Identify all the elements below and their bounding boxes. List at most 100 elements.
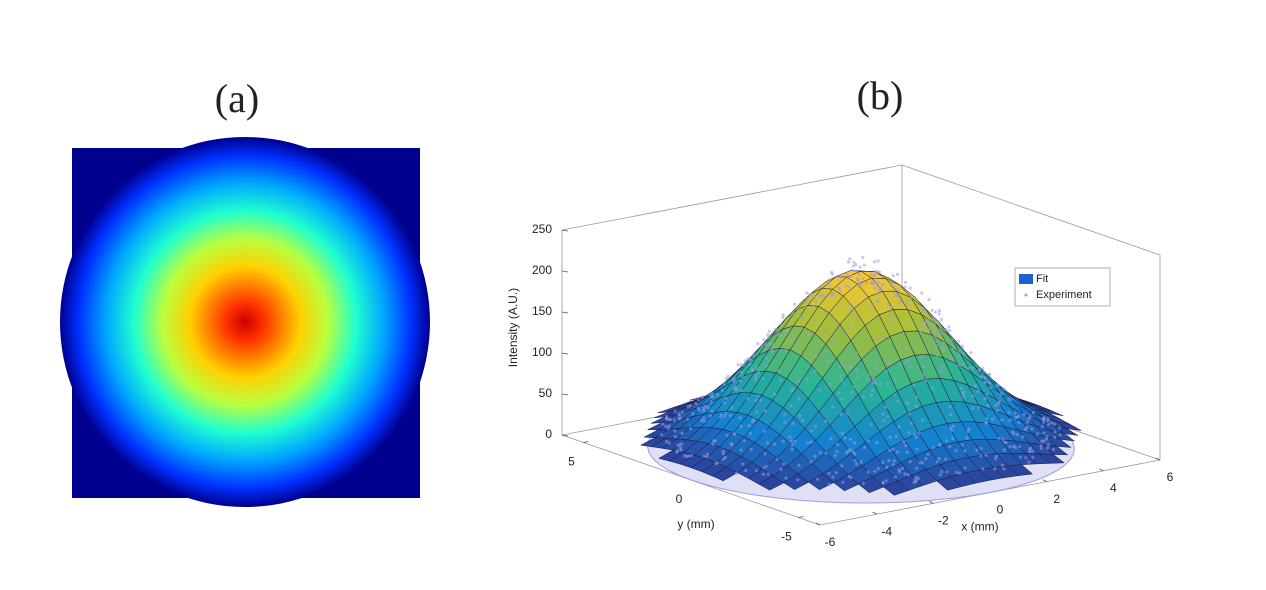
- experiment-point: [845, 272, 849, 276]
- experiment-point: [840, 464, 844, 468]
- experiment-point: [1000, 418, 1004, 422]
- experiment-point: [905, 450, 909, 454]
- experiment-point: [907, 412, 911, 416]
- experiment-point: [814, 354, 818, 358]
- experiment-point: [762, 465, 766, 470]
- experiment-point: [673, 435, 678, 439]
- experiment-point: [854, 263, 858, 267]
- experiment-point: [734, 471, 739, 475]
- experiment-point: [761, 472, 765, 476]
- experiment-point: [899, 299, 903, 303]
- experiment-point: [853, 459, 857, 463]
- experiment-point: [675, 450, 679, 454]
- experiment-point: [835, 450, 839, 454]
- experiment-point: [755, 410, 759, 414]
- experiment-point: [767, 336, 771, 340]
- experiment-point: [741, 462, 745, 466]
- experiment-point: [887, 458, 891, 463]
- experiment-point: [676, 443, 680, 448]
- experiment-point: [764, 342, 768, 346]
- experiment-point: [781, 439, 785, 443]
- experiment-point: [897, 468, 901, 472]
- experiment-point: [940, 365, 945, 369]
- experiment-point: [889, 305, 893, 309]
- experiment-point: [805, 291, 809, 295]
- experiment-point: [806, 441, 810, 445]
- experiment-point: [983, 380, 987, 385]
- experiment-point: [970, 406, 975, 410]
- experiment-point: [821, 294, 826, 298]
- experiment-point: [770, 342, 775, 346]
- experiment-point: [811, 304, 815, 308]
- experiment-point: [1024, 456, 1028, 460]
- experiment-point: [939, 331, 943, 335]
- experiment-point: [885, 381, 889, 386]
- experiment-point: [908, 286, 912, 290]
- experiment-point: [762, 429, 767, 433]
- experiment-point: [742, 363, 746, 367]
- experiment-point: [1027, 460, 1031, 464]
- experiment-point: [726, 374, 730, 378]
- experiment-point: [677, 416, 681, 421]
- experiment-point: [763, 452, 767, 456]
- experiment-point: [995, 383, 999, 387]
- experiment-point: [664, 414, 669, 419]
- experiment-point: [846, 322, 850, 326]
- experiment-point: [884, 479, 888, 483]
- experiment-point: [947, 325, 951, 329]
- experiment-point: [783, 412, 787, 416]
- experiment-point: [813, 424, 818, 428]
- experiment-point: [809, 440, 813, 444]
- experiment-point: [957, 349, 961, 354]
- experiment-point: [848, 437, 853, 441]
- experiment-point: [766, 333, 770, 337]
- experiment-point: [927, 327, 931, 331]
- z-tick: [561, 393, 569, 396]
- experiment-point: [838, 375, 842, 379]
- legend-swatch: [1024, 293, 1028, 297]
- experiment-point: [744, 469, 748, 473]
- experiment-point: [887, 361, 891, 366]
- experiment-point: [791, 421, 795, 426]
- experiment-point: [823, 312, 827, 317]
- experiment-point: [914, 395, 919, 399]
- experiment-point: [912, 432, 917, 437]
- experiment-point: [876, 466, 880, 471]
- experiment-point: [840, 431, 844, 435]
- experiment-point: [873, 469, 877, 473]
- experiment-point: [888, 448, 892, 452]
- experiment-point: [888, 435, 892, 439]
- experiment-point: [738, 416, 742, 420]
- experiment-point: [862, 445, 867, 450]
- experiment-point: [894, 294, 898, 298]
- experiment-point: [905, 299, 909, 303]
- experiment-point: [774, 327, 778, 331]
- experiment-point: [843, 436, 847, 440]
- experiment-point: [748, 431, 753, 435]
- experiment-point: [1023, 427, 1027, 432]
- experiment-point: [987, 372, 991, 376]
- experiment-point: [793, 439, 797, 444]
- experiment-point: [861, 256, 865, 260]
- experiment-point: [994, 404, 998, 408]
- experiment-point: [949, 356, 954, 360]
- experiment-point: [986, 404, 990, 408]
- experiment-point: [1042, 431, 1046, 435]
- experiment-point: [845, 451, 849, 455]
- experiment-point: [896, 399, 900, 403]
- x-tick: [815, 522, 821, 526]
- experiment-point: [849, 475, 853, 480]
- experiment-point: [1035, 432, 1040, 436]
- experiment-point: [689, 454, 694, 458]
- experiment-point: [973, 384, 977, 388]
- experiment-point: [872, 260, 877, 264]
- experiment-point: [730, 443, 734, 447]
- experiment-point: [824, 349, 828, 353]
- experiment-point: [873, 286, 877, 290]
- experiment-point: [830, 272, 835, 276]
- experiment-point: [809, 429, 814, 433]
- experiment-point: [898, 362, 902, 367]
- experiment-point: [696, 397, 700, 402]
- experiment-point: [915, 447, 919, 451]
- experiment-point: [1015, 433, 1019, 437]
